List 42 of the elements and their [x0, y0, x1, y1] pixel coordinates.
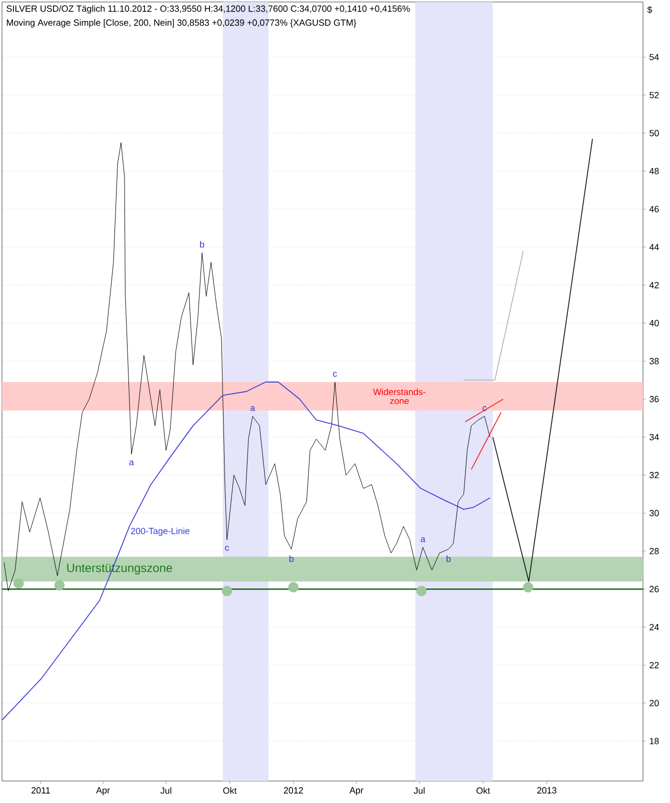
- y-tick-label: 50: [650, 130, 659, 136]
- y-tick-label: 26: [650, 586, 659, 592]
- y-tick-label: 52: [650, 92, 659, 98]
- y-tick-label: 22: [650, 662, 659, 668]
- y-tick-label: 20: [650, 700, 659, 706]
- y-tick-label: 18: [650, 738, 659, 744]
- y-tick-label: 46: [649, 206, 659, 212]
- y-tick-label: 30: [650, 510, 659, 516]
- y-axis-title: $: [647, 6, 652, 14]
- annotation: a: [250, 406, 256, 412]
- x-tick-label: Apr: [349, 787, 364, 796]
- y-tick-label: 36: [650, 396, 659, 402]
- annotation: a: [129, 460, 134, 466]
- band-label: Widerstands- zone: [373, 388, 426, 404]
- y-tick-label: 48: [649, 168, 659, 174]
- y-tick-label: 32: [650, 472, 659, 478]
- x-tick-label: Apr: [96, 787, 110, 796]
- y-tick-label: 42: [649, 282, 659, 288]
- series-label: 200-Tage-Linie: [131, 528, 190, 536]
- annotation: b: [200, 241, 204, 248]
- y-tick-label: 24: [650, 624, 659, 630]
- x-tick-label: Okt: [223, 787, 237, 794]
- annotation: c: [333, 372, 337, 377]
- annotation: a: [420, 537, 426, 542]
- y-tick-label: 28: [650, 548, 659, 554]
- y-tick-label: 34: [650, 434, 659, 440]
- x-tick-label: 2011: [32, 787, 50, 794]
- text: Moving Average Simple [Close, 200, Nein] 30,8583 +0,0239 +0,0773% {XAGUSD GTM}: [6, 19, 356, 28]
- y-tick-label: 38: [650, 358, 659, 364]
- annotation: c: [482, 406, 486, 412]
- x-tick-label: Jul: [414, 787, 425, 794]
- annotation: b: [446, 555, 451, 562]
- x-tick-label: 2012: [284, 787, 303, 794]
- x-tick-label: Okt: [476, 787, 490, 794]
- x-tick-label: 2013: [537, 787, 556, 794]
- x-tick-label: Jul: [160, 787, 172, 794]
- y-tick-label: 54: [650, 54, 659, 60]
- chart-title: SILVER USD/OZ Täglich 11.10.2012 - O:33,9550 H:34,1200 L:33,7600 C:34,0700 +0,1410 +0,4156%: [6, 5, 410, 14]
- y-tick-label: 44: [649, 244, 659, 250]
- annotation: c: [225, 546, 229, 551]
- y-tick-label: 40: [649, 320, 659, 326]
- annotation: b: [289, 555, 294, 562]
